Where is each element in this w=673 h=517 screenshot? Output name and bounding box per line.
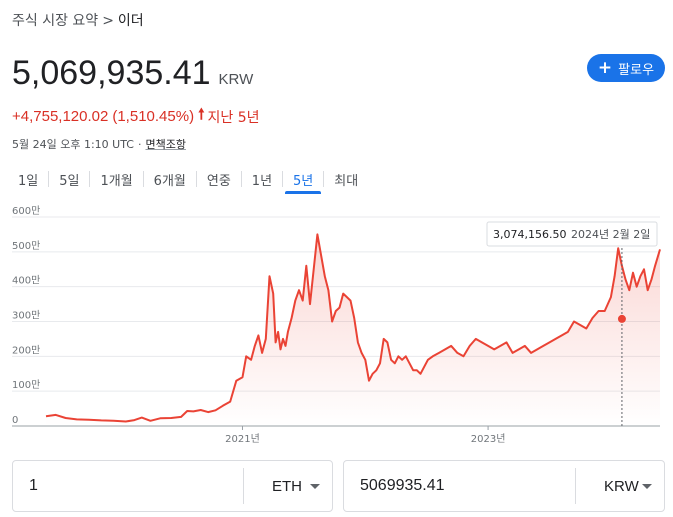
tab-6-month[interactable]: 6개월 [153, 174, 186, 189]
timestamp-text: 5월 24일 오후 1:10 UTC [12, 138, 134, 151]
plus-icon: + [597, 57, 613, 78]
tab-1-day[interactable]: 1일 [18, 174, 39, 189]
follow-button-label: 팔로우 [618, 62, 655, 78]
tab-max[interactable]: 최대 [334, 174, 359, 189]
price-line [45, 233, 661, 423]
fiat-unit-select[interactable]: KRW [576, 461, 664, 511]
crypto-amount-input[interactable] [13, 461, 243, 511]
tab-1-year[interactable]: 1년 [251, 174, 273, 189]
price-currency: KRW [218, 71, 254, 88]
crypto-unit-select[interactable]: ETH [244, 461, 332, 511]
y-tick-label: 200만 [12, 344, 40, 356]
tab-5-day[interactable]: 5일 [59, 174, 80, 189]
price-value: 5,069,935.41 [12, 54, 211, 92]
price-area-fill [46, 234, 660, 426]
tab-divider [240, 171, 242, 187]
timestamp-separator: · [137, 138, 142, 151]
converter-to: KRW [343, 460, 665, 512]
converter-from: ETH [12, 460, 333, 512]
price-change: +4,755,120.02 (1,510.45%) 🠕 지난 5년 [12, 104, 260, 129]
time-range-tabs: 1일 5일 1개월 6개월 연중 1년 5년 최대 [8, 166, 368, 194]
breadcrumb: 주식 시장 요약 > 이더 [12, 10, 144, 30]
change-amount: +4,755,120.02 [12, 108, 109, 125]
fiat-unit-label: KRW [604, 477, 639, 495]
y-tick-label: 0 [12, 415, 18, 426]
tab-divider [142, 171, 144, 187]
x-tick-label: 2021년 [225, 433, 260, 445]
follow-button[interactable]: + 팔로우 [587, 54, 665, 82]
crypto-unit-label: ETH [272, 477, 302, 495]
tab-divider [282, 171, 284, 187]
converter-divider [575, 468, 576, 504]
y-tick-label: 400만 [12, 275, 40, 287]
price-row: 5,069,935.41 KRW [12, 54, 253, 93]
tab-5-year[interactable]: 5년 [283, 166, 323, 194]
tab-divider [48, 171, 50, 187]
converter-divider [243, 468, 244, 504]
tab-1-month[interactable]: 1개월 [100, 174, 133, 189]
breadcrumb-parent[interactable]: 주식 시장 요약 [12, 13, 99, 29]
dropdown-arrow-icon [642, 483, 652, 489]
x-tick-label: 2023년 [471, 433, 506, 445]
dropdown-arrow-icon [310, 483, 320, 489]
tab-divider [323, 171, 325, 187]
tab-divider [195, 171, 197, 187]
y-tick-label: 100만 [12, 379, 40, 391]
breadcrumb-current: 이더 [117, 13, 144, 29]
change-period: 지난 5년 [207, 109, 260, 126]
disclaimer-link[interactable]: 면책조항 [145, 138, 186, 151]
tooltip-value: 3,074,156.50 [493, 228, 566, 241]
price-chart[interactable]: 0 100만 200만 300만 400만 500만 600만 2021년 2023년 3,0… [0, 200, 673, 455]
arrow-up-icon: 🠕 [198, 106, 205, 123]
tooltip-background [486, 221, 658, 247]
tab-ytd[interactable]: 연중 [206, 174, 231, 189]
y-tick-label: 600만 [12, 205, 40, 217]
hover-point [617, 314, 626, 323]
fiat-amount-input[interactable] [344, 461, 575, 511]
chart-tooltip: 3,074,156.50 2024년 2월 2일 [486, 221, 658, 247]
tab-divider [89, 171, 91, 187]
y-tick-label: 500만 [12, 240, 40, 252]
change-percent: (1,510.45%) [112, 108, 195, 125]
tooltip-date: 2024년 2월 2일 [571, 227, 650, 241]
breadcrumb-separator: > [102, 13, 114, 29]
y-tick-label: 300만 [12, 310, 40, 322]
timestamp: 5월 24일 오후 1:10 UTC · 면책조항 [12, 136, 186, 152]
